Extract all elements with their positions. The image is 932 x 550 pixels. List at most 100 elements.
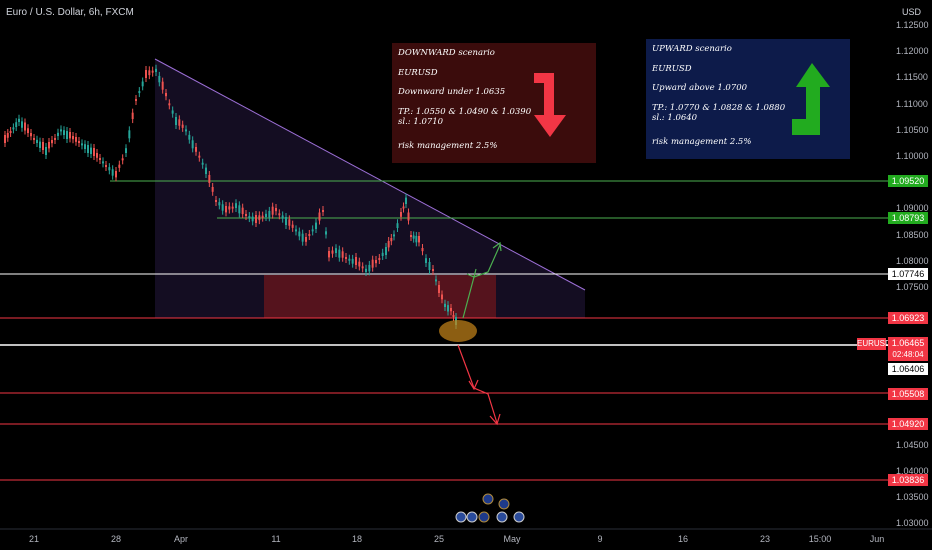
symbol-tag: EURUSD (857, 338, 886, 350)
candle-body (172, 110, 174, 113)
y-tick: 1.11500 (896, 72, 928, 82)
candle-body (405, 198, 407, 204)
symbol-title: Euro / U.S. Dollar, 6h, FXCM (6, 7, 134, 18)
candle-body (30, 133, 32, 136)
downward-scenario-note[interactable]: DOWNWARD scenario EURUSD Downward under … (392, 43, 596, 163)
current-price-badge[interactable]: 1.06465 (888, 337, 928, 349)
upward-scenario-note[interactable]: UPWARD scenario EURUSD Upward above 1.07… (646, 39, 850, 159)
candle-body (342, 251, 344, 257)
price-level-badge[interactable]: 1.06406 (888, 363, 928, 375)
currency-label: USD (902, 7, 921, 17)
candle-body (322, 210, 324, 212)
y-tick: 1.12500 (896, 20, 929, 30)
candle-body (378, 258, 380, 260)
price-level-badge[interactable]: 1.05508 (888, 388, 928, 400)
candle-body (10, 131, 12, 133)
candle-body (99, 158, 101, 160)
supply-zone (264, 275, 496, 318)
x-tick: 18 (352, 534, 362, 544)
price-level-badge[interactable]: 1.06923 (888, 312, 928, 324)
candle-body (242, 208, 244, 214)
candle-body (69, 132, 71, 138)
candle-body (165, 93, 167, 96)
x-tick: 11 (271, 534, 280, 544)
candle-body (315, 223, 317, 229)
candle-body (345, 257, 347, 259)
x-tick: Apr (174, 534, 188, 544)
candle-body (245, 214, 247, 216)
candle-body (410, 235, 412, 237)
candle-body (282, 215, 284, 218)
candle-body (275, 208, 277, 211)
candle-body (258, 215, 260, 220)
candle-body (415, 236, 417, 242)
candle-body (115, 171, 117, 177)
candle-body (235, 203, 237, 208)
candle-body (24, 123, 26, 131)
candle-body (21, 121, 23, 127)
red-down-arrow-icon (530, 69, 574, 141)
price-level-badge[interactable]: 1.03836 (888, 474, 928, 486)
candle-body (238, 205, 240, 213)
candle-body (305, 237, 307, 242)
y-tick: 1.03000 (896, 518, 929, 528)
note-title: UPWARD scenario (652, 45, 844, 54)
price-level-badge[interactable]: 1.09520 (888, 175, 928, 187)
candle-body (218, 202, 220, 205)
candle-body (292, 225, 294, 228)
candle-body (112, 169, 114, 175)
candle-body (272, 207, 274, 215)
candle-body (168, 103, 170, 105)
candle-body (432, 269, 434, 271)
candle-body (368, 265, 370, 271)
price-level-badge[interactable]: 1.07746 (888, 268, 928, 280)
candle-body (42, 142, 44, 150)
candle-body (255, 215, 257, 223)
candle-body (338, 250, 340, 258)
candle-body (265, 214, 267, 217)
price-highlight-ellipse (439, 320, 477, 342)
candle-body (81, 143, 83, 145)
candle-body (128, 130, 130, 138)
candle-body (51, 140, 53, 143)
candle-body (393, 234, 395, 236)
candle-body (262, 216, 264, 218)
candle-body (422, 248, 424, 251)
candle-body (375, 260, 377, 263)
candle-body (135, 99, 137, 101)
candle-body (182, 125, 184, 128)
candle-body (397, 223, 399, 228)
price-level-badge[interactable]: 1.04920 (888, 418, 928, 430)
note-title: DOWNWARD scenario (398, 49, 590, 58)
candle-body (335, 248, 337, 253)
price-level-badge[interactable]: 1.08793 (888, 212, 928, 224)
x-tick: 21 (29, 534, 39, 544)
candle-body (302, 234, 304, 242)
y-tick: 1.08000 (896, 256, 929, 266)
candle-body (365, 269, 367, 272)
candle-body (352, 259, 354, 264)
y-tick: 1.03500 (896, 492, 929, 502)
y-tick: 1.10000 (896, 151, 929, 161)
candle-body (312, 229, 314, 231)
candle-body (382, 253, 384, 256)
candle-body (48, 142, 50, 148)
candle-body (308, 234, 310, 236)
candle-body (328, 251, 330, 257)
x-tick: 23 (760, 534, 770, 544)
candle-body (222, 204, 224, 210)
candle-body (232, 207, 234, 209)
candle-body (372, 260, 374, 268)
economic-events-icons[interactable] (456, 494, 524, 522)
candle-body (429, 262, 431, 270)
candle-body (278, 213, 280, 215)
candle-body (75, 137, 77, 142)
candle-body (132, 113, 134, 119)
candle-body (403, 207, 405, 209)
candle-body (215, 200, 217, 202)
candle-body (138, 91, 140, 93)
candle-body (435, 279, 437, 281)
candle-body (84, 144, 86, 149)
candle-body (319, 213, 321, 221)
green-up-arrow-icon (790, 61, 834, 141)
